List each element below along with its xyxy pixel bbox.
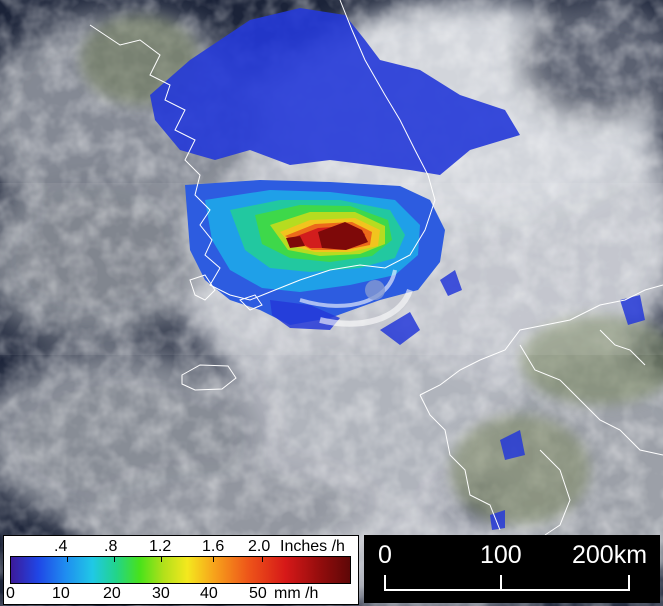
rain-rate-legend: .4 .8 1.2 1.6 2.0 Inches /h 0 10 20 30 4… (3, 535, 359, 605)
mm-tick-label: 20 (103, 585, 121, 602)
scale-label: 0 (378, 541, 392, 569)
distance-scale-bar: 0 100 200km (364, 535, 660, 603)
scale-tick (628, 575, 630, 591)
colorbar-tick (161, 556, 162, 562)
mm-unit-label: mm /h (274, 585, 319, 602)
scale-tick (384, 575, 386, 591)
inch-tick-label: 1.6 (202, 538, 225, 555)
inch-tick-label: 1.2 (149, 538, 172, 555)
scale-baseline (384, 589, 630, 591)
scale-label: 100 (480, 541, 522, 569)
inch-tick-label: .4 (54, 538, 68, 555)
inch-unit-label: Inches /h (280, 538, 345, 555)
inch-tick-label: .8 (104, 538, 118, 555)
colorbar-tick (114, 556, 115, 562)
storm-eye (299, 269, 413, 327)
inch-tick-label: 2.0 (248, 538, 271, 555)
scale-tick (500, 575, 502, 591)
coastlines (89, 0, 663, 536)
land-tint (80, 15, 663, 525)
mm-tick-label: 10 (52, 585, 70, 602)
rainfall-overlay (150, 8, 645, 530)
scale-label: 200km (572, 541, 648, 569)
mm-tick-label: 0 (6, 585, 15, 602)
colorbar-tick (262, 556, 263, 562)
rain-rate-colorbar (10, 556, 351, 584)
colorbar-tick (213, 556, 214, 562)
mm-tick-label: 40 (200, 585, 218, 602)
mm-tick-label: 30 (152, 585, 170, 602)
mm-tick-label: 50 (249, 585, 267, 602)
colorbar-tick (67, 556, 68, 562)
